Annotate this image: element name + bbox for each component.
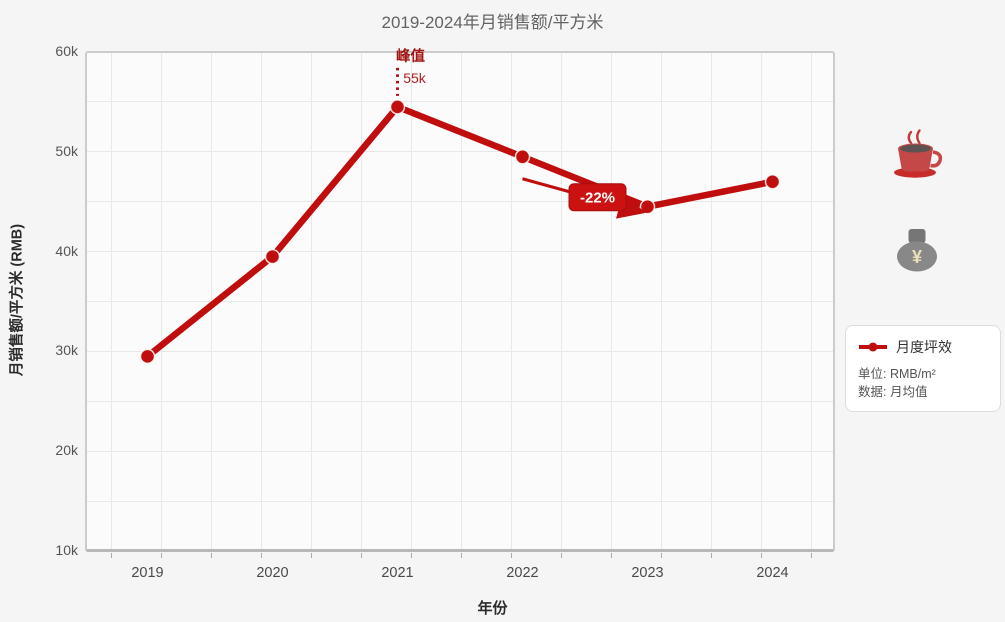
x-tick-label: 2023 xyxy=(631,565,664,581)
y-tick-label: 60k xyxy=(55,43,78,59)
plot-area xyxy=(85,51,835,552)
legend-series-label: 月度坪效 xyxy=(896,339,952,355)
x-tick-label: 2021 xyxy=(381,565,414,581)
svg-text:¥: ¥ xyxy=(912,247,922,267)
x-minor-tick xyxy=(161,553,162,558)
x-minor-tick xyxy=(761,553,762,558)
legend-line-marker-icon xyxy=(859,342,887,352)
y-tick-label: 20k xyxy=(55,442,78,459)
x-minor-tick xyxy=(461,553,462,558)
x-minor-tick xyxy=(511,553,512,558)
chart-title: 2019-2024年月销售额/平方米 xyxy=(381,13,604,32)
x-tick-label: 2022 xyxy=(506,565,539,581)
data-point-2021[interactable] xyxy=(389,99,406,115)
x-minor-tick xyxy=(711,553,712,558)
legend-panel: 月度坪效 单位: RMB/m² 数据: 月均值 xyxy=(845,325,1001,412)
y-tick-label: 40k xyxy=(55,242,78,259)
y-tick-label: 30k xyxy=(55,342,78,359)
data-point-2023[interactable] xyxy=(639,198,656,215)
x-tick-label: 2024 xyxy=(756,565,789,581)
coffee-cup-icon xyxy=(894,129,943,178)
x-minor-tick xyxy=(111,553,112,558)
legend-unit-line: 单位: RMB/m² xyxy=(858,367,936,381)
legend-data-line: 数据: 月均值 xyxy=(858,384,928,399)
x-minor-tick xyxy=(361,553,362,558)
x-minor-tick xyxy=(411,553,412,558)
x-minor-tick xyxy=(811,553,812,558)
y-tick-label: 50k xyxy=(55,142,78,159)
x-minor-tick xyxy=(561,553,562,558)
x-tick-label: 2020 xyxy=(256,565,289,581)
money-bag-icon: ¥ xyxy=(897,229,937,272)
x-tick-label: 2019 xyxy=(131,565,164,581)
data-point-2020[interactable] xyxy=(264,248,281,265)
x-minor-tick xyxy=(211,553,212,558)
data-point-2022[interactable] xyxy=(514,149,531,165)
legend-row: 月度坪效 xyxy=(858,337,988,357)
sales-line[interactable] xyxy=(144,103,776,360)
x-minor-tick xyxy=(311,553,312,558)
data-point-2019[interactable] xyxy=(139,348,156,365)
x-minor-tick xyxy=(261,553,262,558)
y-tick-label: 10k xyxy=(55,542,78,558)
x-axis-title: 年份 xyxy=(477,600,508,617)
x-minor-tick xyxy=(611,553,612,558)
data-point-2024[interactable] xyxy=(764,173,781,190)
x-minor-tick xyxy=(661,553,662,558)
